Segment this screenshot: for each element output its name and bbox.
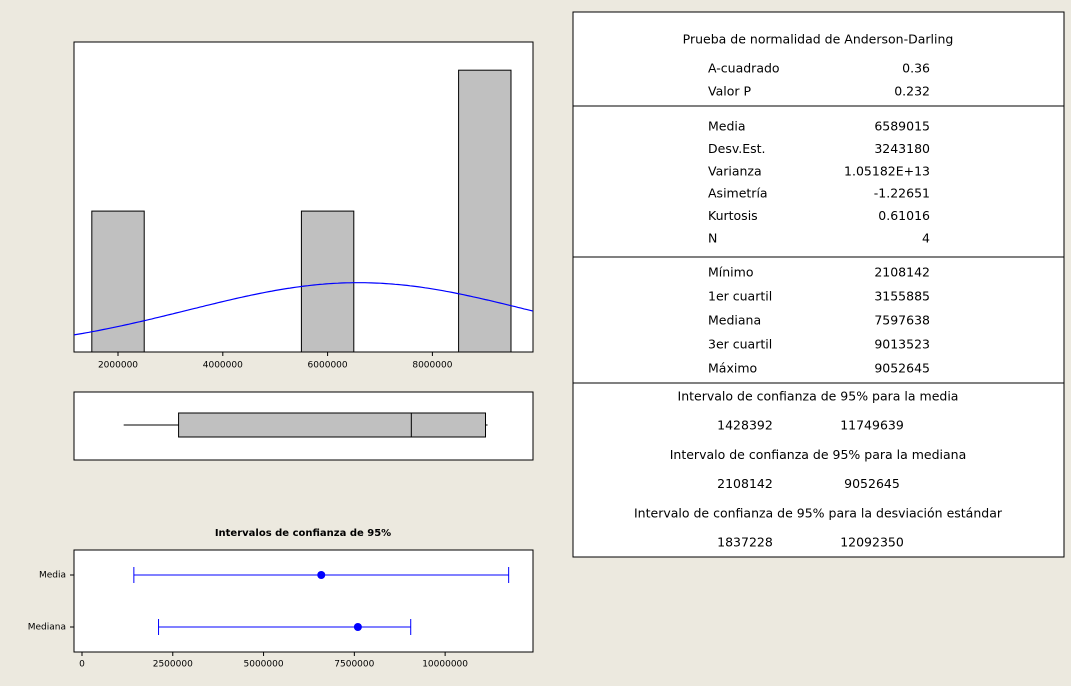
interval-high: 12092350: [840, 535, 904, 550]
interval-high: 9052645: [844, 476, 900, 491]
stat-label: Kurtosis: [708, 208, 758, 223]
stat-label: Asimetría: [708, 186, 768, 201]
stat-value: 6589015: [874, 119, 930, 134]
interval-high: 11749639: [840, 418, 904, 433]
stat-value: 3155885: [874, 289, 930, 304]
bar: [300, 210, 355, 353]
interval-title: Intervalos de confianza de 95%: [215, 528, 391, 539]
x-tick-label: 6000000: [308, 361, 348, 371]
interval-low: 1837228: [717, 535, 773, 550]
bar: [91, 210, 145, 353]
stat-label: Máximo: [708, 361, 757, 376]
stat-label: 1er cuartil: [708, 289, 772, 304]
box: [178, 412, 487, 438]
x-tick-label: 2500000: [153, 660, 193, 670]
y-tick-label: Mediana: [28, 623, 66, 633]
stat-value: 4: [922, 231, 930, 246]
x-tick-label: 2000000: [98, 361, 138, 371]
x-tick-label: 0: [79, 660, 85, 670]
stat-value: 9013523: [874, 337, 930, 352]
stat-label: Media: [708, 119, 746, 134]
x-tick-label: 4000000: [203, 361, 243, 371]
stat-label: Mínimo: [708, 265, 753, 280]
x-tick-label: 7500000: [334, 660, 374, 670]
stat-value: 0.61016: [878, 208, 930, 223]
stat-label: N: [708, 231, 717, 246]
interval-heading: Intervalo de confianza de 95% para la me…: [678, 389, 959, 404]
x-tick-label: 5000000: [244, 660, 284, 670]
stat-value: 2108142: [874, 265, 930, 280]
x-tick-label: 10000000: [422, 660, 468, 670]
stat-label: Mediana: [708, 313, 761, 328]
interval-panel: [73, 549, 534, 653]
stat-value: 9052645: [874, 361, 930, 376]
stat-value: 1.05182E+13: [844, 163, 930, 178]
normality-title: Prueba de normalidad de Anderson-Darling: [683, 32, 954, 47]
interval-heading: Intervalo de confianza de 95% para la me…: [670, 447, 967, 462]
summary-table: [572, 11, 1065, 558]
normal-curve: [73, 282, 534, 336]
stat-label: 3er cuartil: [708, 337, 772, 352]
stat-label: Desv.Est.: [708, 141, 766, 156]
stat-label: Valor P: [708, 84, 751, 99]
point: [353, 623, 362, 631]
stat-value: 3243180: [874, 141, 930, 156]
y-tick-label: Media: [39, 571, 66, 581]
point: [317, 571, 326, 579]
stat-value: 0.36: [902, 61, 930, 76]
x-tick-label: 8000000: [412, 361, 452, 371]
stat-value: -1.22651: [874, 186, 930, 201]
stat-value: 0.232: [894, 84, 930, 99]
stat-value: 7597638: [874, 313, 930, 328]
stat-label: Varianza: [708, 163, 762, 178]
interval-low: 2108142: [717, 476, 773, 491]
interval-low: 1428392: [717, 418, 773, 433]
interval-heading: Intervalo de confianza de 95% para la de…: [634, 506, 1003, 521]
stat-label: A-cuadrado: [708, 61, 780, 76]
bar: [458, 69, 512, 353]
